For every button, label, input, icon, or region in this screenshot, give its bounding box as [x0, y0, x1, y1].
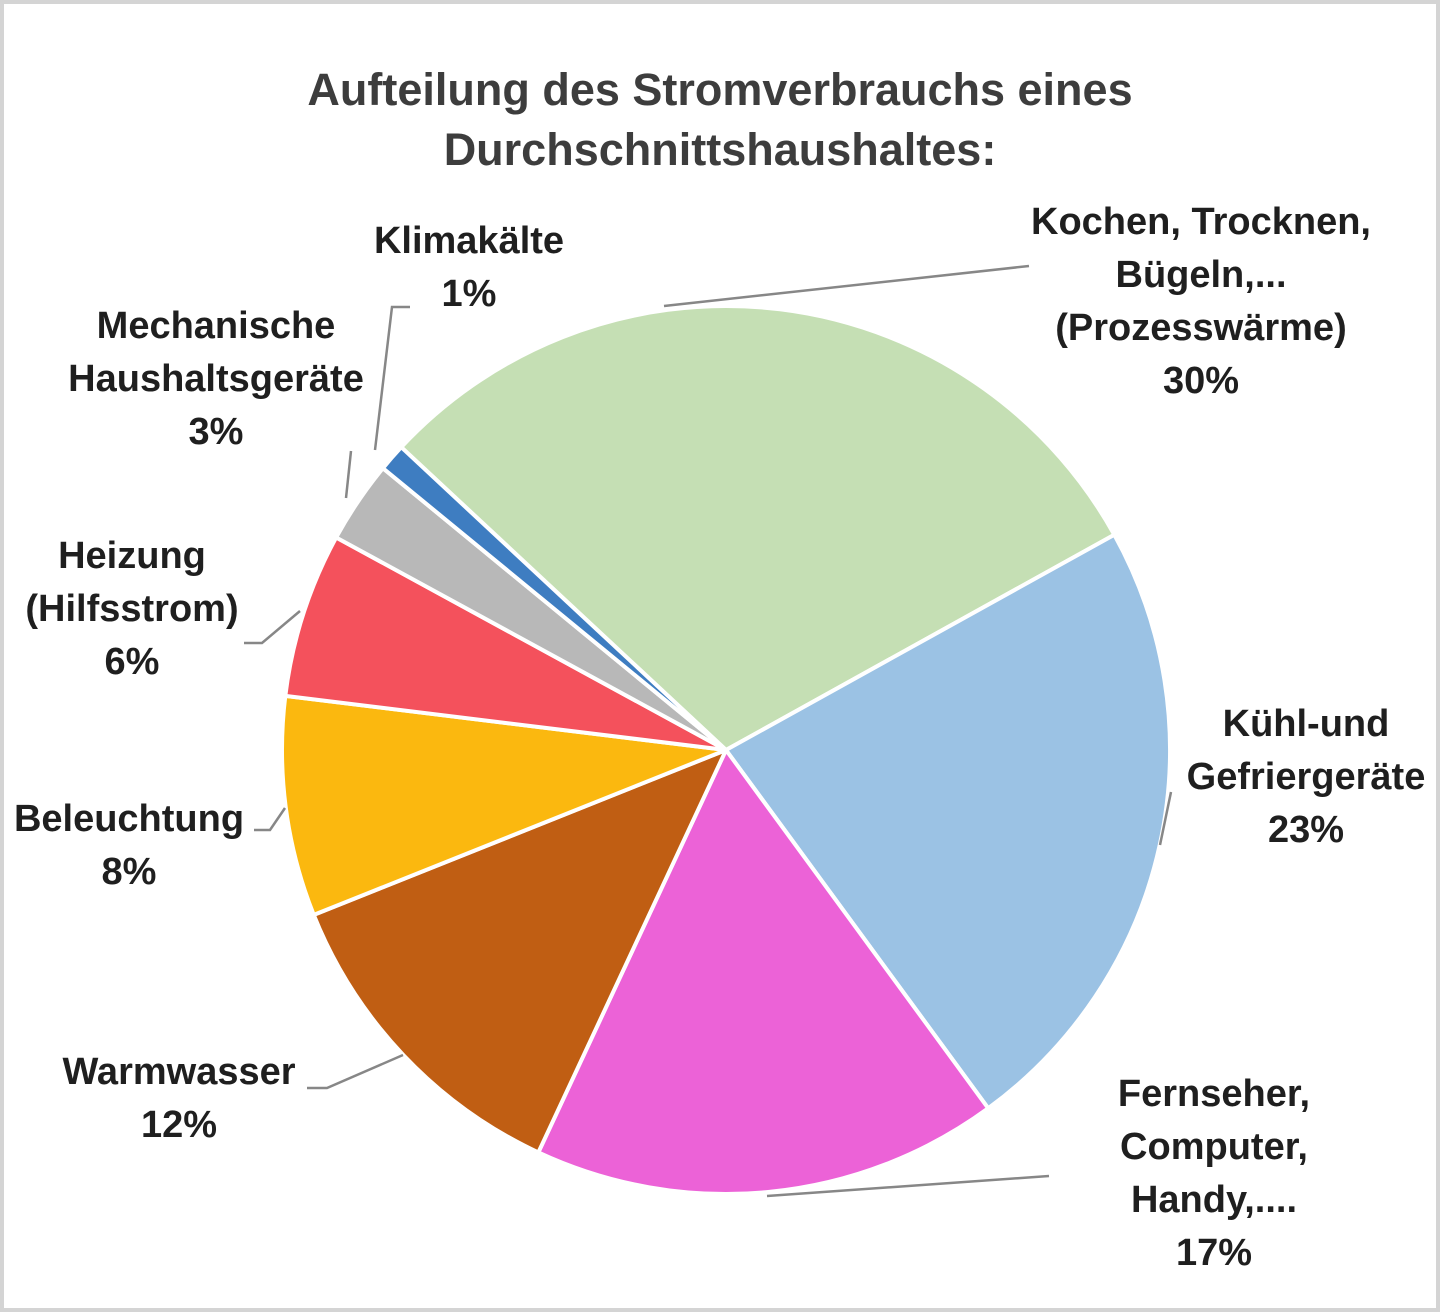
chart-title-line-1: Aufteilung des Stromverbrauchs eines	[307, 64, 1133, 115]
slice-label-line: 1%	[441, 273, 497, 315]
slice-label-line: 30%	[1162, 360, 1240, 402]
slice-label-line: 6%	[104, 641, 160, 683]
slice-label-line: Computer,	[1120, 1126, 1308, 1168]
pie-slice-klimakaelte	[380, 445, 728, 752]
slice-label-line: 8%	[101, 851, 157, 893]
slice-label-line: Haushaltsgeräte	[68, 358, 364, 400]
slice-label-line: Kühl-und	[1222, 703, 1390, 745]
slice-label-warmwasser: Warmwasser 12%	[62, 1046, 295, 1152]
slice-label-line: Heizung	[58, 535, 206, 577]
pie-slice-fernseher	[536, 748, 991, 1196]
slice-label-line: 17%	[1175, 1232, 1253, 1274]
leader-line-warmwasser	[307, 1053, 404, 1090]
slice-label-heizung: Heizung (Hilfsstrom) 6%	[25, 530, 238, 689]
pie-slice-warmwasser	[311, 748, 728, 1155]
slice-label-mechanische: Mechanische Haushaltsgeräte 3%	[68, 300, 364, 459]
slice-label-line: (Prozesswärme)	[1055, 307, 1347, 349]
slice-label-fernseher: Fernseher, Computer, Handy,.... 17%	[1118, 1068, 1310, 1280]
slice-label-kuehl: Kühl-und Gefriergeräte 23%	[1187, 698, 1426, 857]
slice-label-line: Gefriergeräte	[1186, 756, 1426, 798]
slice-label-line: Warmwasser	[62, 1051, 296, 1093]
leader-line-mechanische	[344, 450, 353, 499]
leader-line-heizung	[244, 610, 301, 645]
slice-label-line: Bügeln,...	[1115, 254, 1287, 296]
slice-label-line: Kochen, Trocknen,	[1031, 201, 1371, 243]
slice-label-line: 23%	[1267, 809, 1345, 851]
pie-slice-beleuchtung	[280, 693, 728, 917]
slice-label-beleuchtung: Beleuchtung 8%	[14, 793, 244, 899]
slice-label-line: Fernseher,	[1117, 1073, 1311, 1115]
chart-title: Aufteilung des Stromverbrauchs eines Dur…	[4, 60, 1436, 180]
slice-label-line: Handy,....	[1130, 1179, 1298, 1221]
slice-label-line: Mechanische	[96, 305, 336, 347]
leader-line-kuehl	[1158, 791, 1173, 846]
leader-line-fernseher	[766, 1174, 1050, 1198]
slice-label-line: 3%	[188, 411, 244, 453]
pie-slices	[280, 304, 1172, 1196]
pie-chart	[244, 264, 1173, 1198]
slice-label-line: Beleuchtung	[13, 798, 245, 840]
slice-label-kochen: Kochen, Trocknen, Bügeln,... (Prozesswärme…	[1031, 196, 1371, 408]
leader-line-klimakaelte	[373, 305, 410, 451]
leader-line-kochen	[663, 264, 1030, 308]
slice-label-line: 12%	[140, 1104, 218, 1146]
pie-slice-kuehl	[724, 532, 1172, 1111]
chart-title-line-2: Durchschnittshaushaltes:	[443, 124, 997, 175]
slice-label-klimakaelte: Klimakälte 1%	[374, 215, 564, 321]
slice-label-line: Klimakälte	[373, 220, 565, 262]
leader-line-beleuchtung	[254, 807, 287, 832]
leader-lines	[244, 264, 1173, 1198]
pie-slice-kochen	[399, 304, 1117, 752]
pie-slice-heizung	[283, 535, 728, 752]
slice-label-line: (Hilfsstrom)	[25, 588, 239, 630]
